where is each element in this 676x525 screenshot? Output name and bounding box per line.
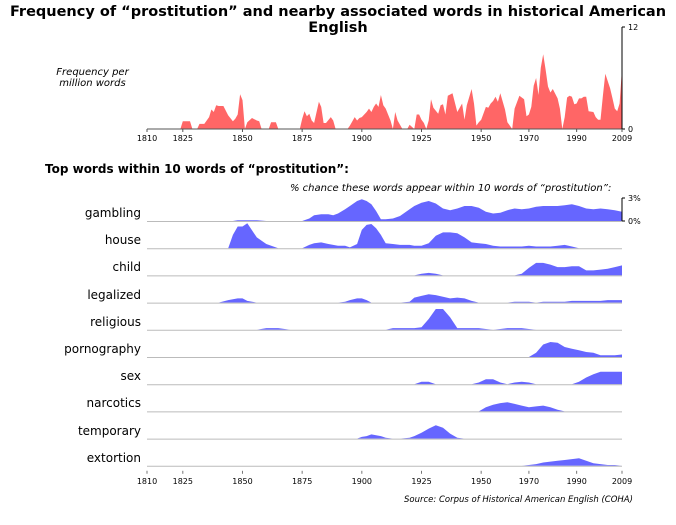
frequency-y-tick-label: 0: [628, 125, 633, 134]
association-area-pornography: [147, 342, 622, 357]
percent-axis-label: % chance these words appear within 10 wo…: [290, 183, 612, 194]
bottom-x-tick-label: 1850: [232, 477, 252, 486]
bottom-x-tick-label: 1990: [566, 477, 586, 486]
frequency-x-tick-label: 1850: [232, 134, 252, 143]
association-area-sex: [147, 371, 622, 385]
association-area-temporary: [147, 425, 622, 439]
bottom-x-tick-label: 1810: [137, 477, 157, 486]
word-label-pornography: pornography: [64, 342, 141, 356]
source-note: Source: Corpus of Historical American En…: [404, 495, 633, 505]
word-label-temporary: temporary: [77, 423, 141, 438]
frequency-x-tick-label: 2009: [612, 134, 632, 143]
frequency-y-tick-label: 12: [628, 23, 638, 32]
frequency-x-tick-label: 1825: [173, 134, 193, 143]
bottom-x-tick-label: 1900: [352, 477, 372, 486]
frequency-x-tick-label: 1810: [137, 134, 157, 143]
word-label-narcotics: narcotics: [86, 396, 141, 411]
association-area-religious: [147, 309, 622, 330]
association-area-extortion: [147, 458, 622, 466]
frequency-x-tick-label: 1875: [292, 134, 312, 143]
association-area-gambling: [147, 199, 622, 221]
association-area-child: [147, 262, 622, 276]
frequency-x-tick-label: 1900: [352, 134, 372, 143]
association-area-legalized: [147, 294, 622, 303]
bottom-x-tick-label: 1875: [292, 477, 312, 486]
word-label-child: child: [112, 260, 142, 275]
frequency-x-tick-label: 1970: [519, 134, 539, 143]
frequency-x-tick-label: 1990: [566, 134, 586, 143]
percent-y-tick-label: 3%: [628, 194, 641, 203]
association-area-narcotics: [147, 402, 622, 412]
bottom-x-tick-label: 2009: [612, 477, 632, 486]
word-label-gambling: gambling: [84, 206, 141, 220]
bottom-x-tick-label: 1970: [519, 477, 539, 486]
frequency-axis-label: Frequency per million words: [56, 67, 129, 89]
bottom-x-tick-label: 1950: [471, 477, 491, 486]
chart-title: Frequency of “prostitution” and nearby a…: [9, 4, 667, 36]
word-label-religious: religious: [90, 314, 141, 329]
frequency-x-tick-label: 1950: [471, 134, 491, 143]
bottom-x-tick-label: 1825: [173, 477, 193, 486]
frequency-x-tick-label: 1925: [411, 134, 431, 143]
bottom-x-tick-label: 1925: [411, 477, 431, 486]
frequency-area: [147, 54, 622, 130]
word-label-legalized: legalized: [87, 287, 141, 302]
word-label-sex: sex: [120, 369, 141, 384]
percent-y-tick-label: 0%: [628, 217, 641, 226]
word-label-house: house: [104, 233, 141, 248]
association-area-house: [147, 223, 622, 249]
associations-subtitle: Top words within 10 words of “prostituti…: [45, 162, 349, 176]
word-label-extortion: extortion: [86, 450, 141, 465]
